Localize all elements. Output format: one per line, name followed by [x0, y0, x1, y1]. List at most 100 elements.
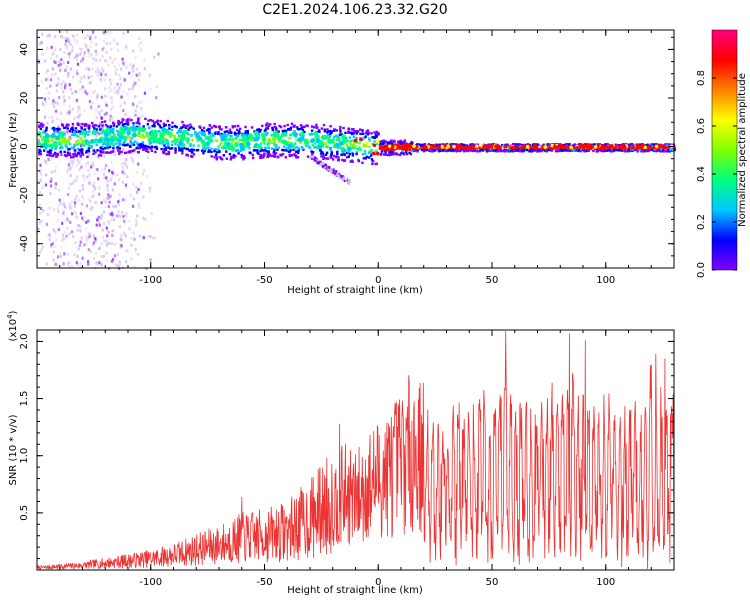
spectrogram-noise-cell	[87, 76, 90, 80]
spectrogram-noise-cell	[100, 95, 103, 99]
spectrogram-noise-cell	[130, 134, 134, 138]
snr-x-tick-label: 100	[596, 577, 615, 588]
spectrogram-band-cell	[217, 145, 220, 149]
spectrogram-noise-cell	[75, 58, 79, 62]
spectrogram-band-cell	[251, 139, 255, 142]
spectrogram-noise-cell	[109, 212, 112, 216]
spectrogram-peak-cell	[159, 133, 165, 139]
spectrogram-band-cell	[344, 149, 347, 152]
spectrogram-band-cell	[174, 149, 177, 152]
spectrogram-noise-cell	[105, 103, 108, 107]
spectrogram-band-cell	[435, 144, 439, 148]
snr-multiplier-exp: 4	[6, 314, 14, 319]
spectrogram-peak-cell	[452, 144, 456, 149]
spectrogram-band-cell	[460, 145, 463, 148]
spectrogram-band-cell	[123, 144, 127, 147]
spectrogram-noise-cell	[103, 221, 106, 225]
spectrogram-noise-cell	[96, 93, 99, 97]
spectrogram-tail-cell	[312, 157, 315, 160]
spectrogram-noise-cell	[68, 135, 71, 139]
spectrogram-noise-cell	[122, 198, 125, 202]
spectrogram-band-cell	[579, 148, 582, 151]
spectrogram-band-cell	[61, 136, 65, 140]
spectrogram-peak-cell	[581, 143, 586, 148]
spectrogram-noise-cell	[105, 243, 109, 247]
spectrogram-band-cell	[400, 151, 404, 155]
spectrogram-band-cell	[340, 147, 343, 150]
spectrogram-band-cell	[156, 122, 160, 126]
spectrogram-noise-cell	[42, 209, 45, 213]
spectrogram-band-cell	[103, 120, 107, 123]
spectrogram-noise-cell	[57, 210, 60, 214]
spectrogram-band-cell	[347, 151, 350, 154]
spectrogram-band-cell	[38, 124, 42, 128]
spectrogram-band-cell	[421, 143, 424, 147]
spectrogram-band-cell	[558, 149, 561, 152]
spectrogram-noise-cell	[88, 54, 91, 58]
spectrogram-band-cell	[207, 146, 210, 149]
spectrogram-band-cell	[292, 144, 295, 147]
spectrogram-band-cell	[127, 118, 130, 122]
spectrogram-noise-cell	[107, 188, 110, 192]
spectrogram-band-cell	[66, 151, 70, 154]
spectrogram-band-cell	[117, 123, 121, 126]
spectrogram-band-cell	[295, 156, 298, 159]
spectrogram-band-cell	[176, 131, 179, 135]
spectrogram-band-cell	[285, 149, 288, 152]
spectrogram-noise-cell	[60, 58, 63, 62]
spectrogram-band-cell	[174, 151, 177, 154]
spectrogram-band-cell	[435, 147, 439, 150]
spectrogram-band-cell	[288, 154, 291, 157]
spectrogram-tail-cell	[313, 155, 316, 158]
spectrogram-noise-cell	[44, 183, 48, 187]
spectrogram-band-cell	[189, 144, 192, 147]
spectrogram-band-cell	[297, 128, 300, 131]
spectrogram-band-cell	[246, 132, 249, 135]
spectrogram-band-cell	[131, 149, 135, 153]
spectrogram-band-cell	[125, 143, 128, 147]
spectrogram-band-cell	[412, 147, 415, 151]
spectrogram-noise-cell	[59, 111, 63, 115]
spectrogram-band-cell	[270, 147, 274, 150]
spectrogram-band-cell	[418, 144, 422, 147]
spectrogram-band-cell	[399, 139, 403, 143]
spectrogram-noise-cell	[146, 156, 149, 160]
spectrogram-band-cell	[184, 125, 187, 128]
spectrogram-band-cell	[55, 155, 58, 158]
spectrogram-noise-cell	[84, 90, 87, 94]
spectrogram-noise-cell	[130, 135, 133, 139]
spectrogram-band-cell	[349, 131, 352, 134]
spectrogram-noise-cell	[55, 132, 58, 136]
spectrogram-peak-cell	[622, 144, 627, 149]
spectrogram-band-cell	[64, 144, 67, 147]
spectrogram-noise-cell	[59, 68, 62, 72]
spectrogram-band-cell	[148, 135, 152, 138]
spectrogram-noise-cell	[109, 108, 113, 112]
spectrogram-noise-cell	[75, 175, 79, 179]
spectrogram-noise-cell	[93, 181, 96, 185]
spectrogram-band-cell	[93, 127, 96, 130]
spectrogram-band-cell	[365, 130, 369, 133]
spectrogram-band-cell	[81, 122, 84, 126]
spectrogram-band-cell	[102, 142, 105, 146]
spectrogram-band-cell	[327, 137, 331, 140]
spectrogram-band-cell	[220, 128, 223, 131]
spectrogram-band-cell	[210, 147, 213, 150]
spectrogram-tail-cell	[341, 176, 344, 179]
spectrogram-noise-cell	[59, 252, 62, 256]
spectrogram-band-cell	[273, 153, 276, 157]
spectrogram-noise-cell	[91, 163, 94, 167]
spectrogram-noise-cell	[63, 205, 67, 209]
spectrogram-band-cell	[167, 150, 170, 154]
spectrogram-band-cell	[164, 130, 167, 134]
spectrogram-noise-cell	[80, 76, 83, 80]
spectrogram-band-cell	[151, 124, 154, 128]
spectrogram-noise-cell	[67, 187, 70, 191]
spectrogram-tail-cell	[343, 175, 346, 178]
spectrogram-band-cell	[44, 147, 48, 150]
spectrogram-noise-cell	[143, 67, 146, 71]
spectrogram-peak-cell	[116, 138, 122, 144]
spectrogram-band-cell	[476, 143, 480, 146]
spectrogram-band-cell	[167, 152, 171, 156]
spectrogram-noise-cell	[149, 258, 152, 262]
